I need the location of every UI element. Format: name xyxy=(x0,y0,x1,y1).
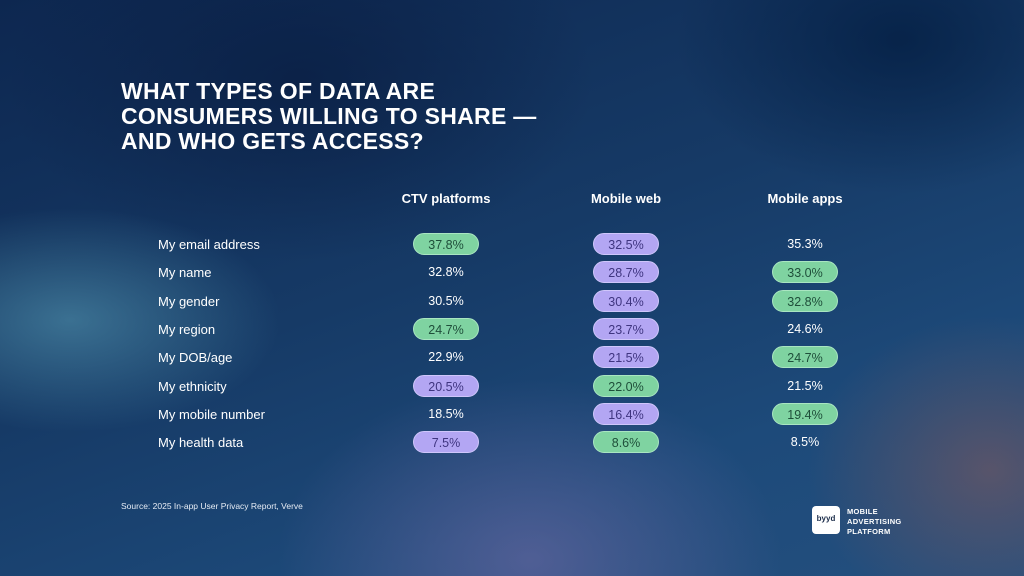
row-label: My ethnicity xyxy=(158,378,227,394)
value-cell: 21.5% xyxy=(787,378,823,393)
value-cell: 18.5% xyxy=(428,406,464,421)
value-cell: 24.7% xyxy=(772,346,838,369)
row-label: My DOB/age xyxy=(158,350,233,366)
value-cell: 8.5% xyxy=(790,435,820,450)
logo-line: ADVERTISING xyxy=(847,517,902,526)
value-cell: 7.5% xyxy=(413,431,479,454)
byyd-logo: byyd xyxy=(812,506,840,534)
value-cell: 30.4% xyxy=(593,289,659,312)
source-note: Source: 2025 In-app User Privacy Report,… xyxy=(121,501,303,511)
value-cell: 28.7% xyxy=(593,261,659,284)
row-label: My mobile number xyxy=(158,406,265,422)
logo-line: MOBILE xyxy=(847,507,878,516)
row-label: My region xyxy=(158,321,216,337)
value-cell: 32.8% xyxy=(772,289,838,312)
logo-mark: byyd xyxy=(816,514,836,523)
column-header: Mobile apps xyxy=(767,191,843,206)
value-cell: 37.8% xyxy=(413,233,479,255)
row-label: My health data xyxy=(158,435,244,451)
value-cell: 35.3% xyxy=(787,237,823,251)
value-cell: 19.4% xyxy=(772,402,838,425)
row-label: My email address xyxy=(158,237,260,252)
value-cell: 22.9% xyxy=(428,350,464,365)
value-cell: 30.5% xyxy=(428,293,464,308)
value-cell: 24.7% xyxy=(413,317,479,340)
value-cell: 23.7% xyxy=(593,317,659,340)
column-header: CTV platforms xyxy=(401,191,491,206)
value-cell: 32.8% xyxy=(428,265,464,280)
value-cell: 32.5% xyxy=(593,233,659,255)
chart-title: WHAT TYPES OF DATA ARE CONSUMERS WILLING… xyxy=(121,78,537,154)
value-cell: 16.4% xyxy=(593,402,659,425)
logo-line: PLATFORM xyxy=(847,527,891,536)
value-cell: 20.5% xyxy=(413,374,479,397)
logo-tagline: MOBILE ADVERTISING PLATFORM xyxy=(847,507,937,537)
row-label: My gender xyxy=(158,293,220,309)
value-cell: 8.6% xyxy=(593,431,659,454)
value-cell: 33.0% xyxy=(772,261,838,284)
value-cell: 22.0% xyxy=(593,374,659,397)
value-cell: 21.5% xyxy=(593,346,659,369)
value-cell: 24.6% xyxy=(787,321,823,336)
row-label: My name xyxy=(158,265,212,281)
column-header: Mobile web xyxy=(590,191,662,206)
